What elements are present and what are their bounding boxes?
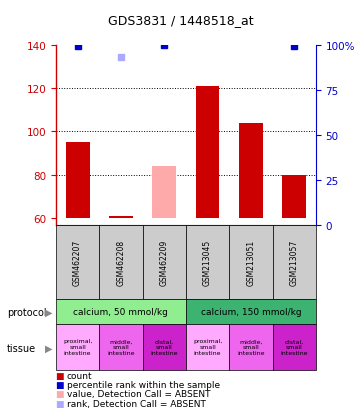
Text: GSM213045: GSM213045 [203,240,212,286]
Text: count: count [67,371,92,380]
Bar [186,226,229,299]
Bar [186,299,316,324]
Text: ■: ■ [55,389,64,399]
Text: GSM462208: GSM462208 [117,240,125,286]
Text: GSM213051: GSM213051 [247,240,255,286]
Text: GSM213057: GSM213057 [290,240,299,286]
Bar [282,175,306,218]
Bar [99,226,143,299]
Bar [186,324,229,370]
Text: GSM462209: GSM462209 [160,240,169,286]
Bar [99,324,143,370]
Text: proximal,
small
intestine: proximal, small intestine [193,339,222,355]
Text: calcium, 50 mmol/kg: calcium, 50 mmol/kg [74,307,168,316]
Text: value, Detection Call = ABSENT: value, Detection Call = ABSENT [67,389,210,399]
Text: GSM462207: GSM462207 [73,240,82,286]
Bar [56,226,99,299]
Bar [273,324,316,370]
Text: ▶: ▶ [45,343,52,353]
Bar [229,226,273,299]
Text: percentile rank within the sample: percentile rank within the sample [67,380,220,389]
Text: GDS3831 / 1448518_at: GDS3831 / 1448518_at [108,14,253,27]
Bar [229,324,273,370]
Bar [152,166,176,218]
Bar [143,324,186,370]
Text: distal,
small
intestine: distal, small intestine [280,339,308,355]
Text: tissue: tissue [7,343,36,353]
Text: calcium, 150 mmol/kg: calcium, 150 mmol/kg [201,307,301,316]
Text: ▶: ▶ [45,307,52,317]
Text: middle,
small
intestine: middle, small intestine [107,339,135,355]
Text: proximal,
small
intestine: proximal, small intestine [63,339,92,355]
Text: middle,
small
intestine: middle, small intestine [237,339,265,355]
Bar [196,87,219,218]
Bar [66,143,90,218]
Bar [56,299,186,324]
Bar [239,123,263,218]
Text: ■: ■ [55,371,64,380]
Text: protocol: protocol [7,307,47,317]
Bar [273,226,316,299]
Text: distal,
small
intestine: distal, small intestine [151,339,178,355]
Text: rank, Detection Call = ABSENT: rank, Detection Call = ABSENT [67,399,206,408]
Text: ■: ■ [55,380,64,389]
Bar [56,324,99,370]
Bar [143,226,186,299]
Text: ■: ■ [55,399,64,408]
Bar [109,216,133,218]
